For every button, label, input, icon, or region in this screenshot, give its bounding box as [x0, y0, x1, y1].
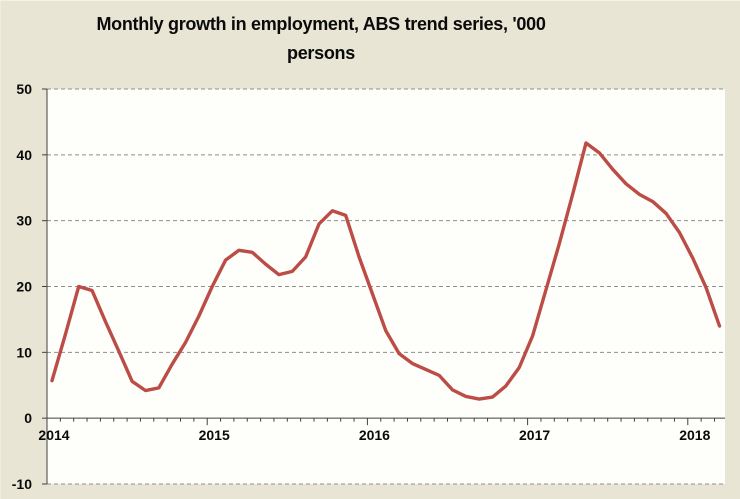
y-axis-label: 10	[16, 344, 32, 360]
y-axis-label: 30	[16, 213, 32, 229]
y-axis-label: 20	[16, 279, 32, 295]
y-axis-label: 40	[16, 147, 32, 163]
y-axis-label: 0	[24, 410, 32, 426]
tick-marks	[42, 88, 715, 485]
y-axis-label: -10	[12, 476, 32, 492]
x-axis-label: 2017	[519, 427, 550, 443]
chart-title-line1: Monthly growth in employment, ABS trend …	[96, 14, 546, 34]
employment-growth-line	[50, 141, 722, 401]
x-axis-label: 2016	[359, 427, 390, 443]
y-axis-labels: 50 40 30 20 10 0 -10	[12, 81, 32, 492]
x-axis-label: 2018	[679, 427, 710, 443]
x-axis-labels: 2014 2015 2016 2017 2018	[38, 427, 710, 443]
gridlines	[47, 88, 725, 485]
x-axis-label: 2014	[38, 427, 69, 443]
trend-series-line	[50, 141, 722, 401]
x-axis-label: 2015	[199, 427, 230, 443]
y-axis-label: 50	[16, 81, 32, 97]
chart-title: Monthly growth in employment, ABS trend …	[1, 10, 641, 68]
chart-title-line2: persons	[287, 43, 355, 63]
